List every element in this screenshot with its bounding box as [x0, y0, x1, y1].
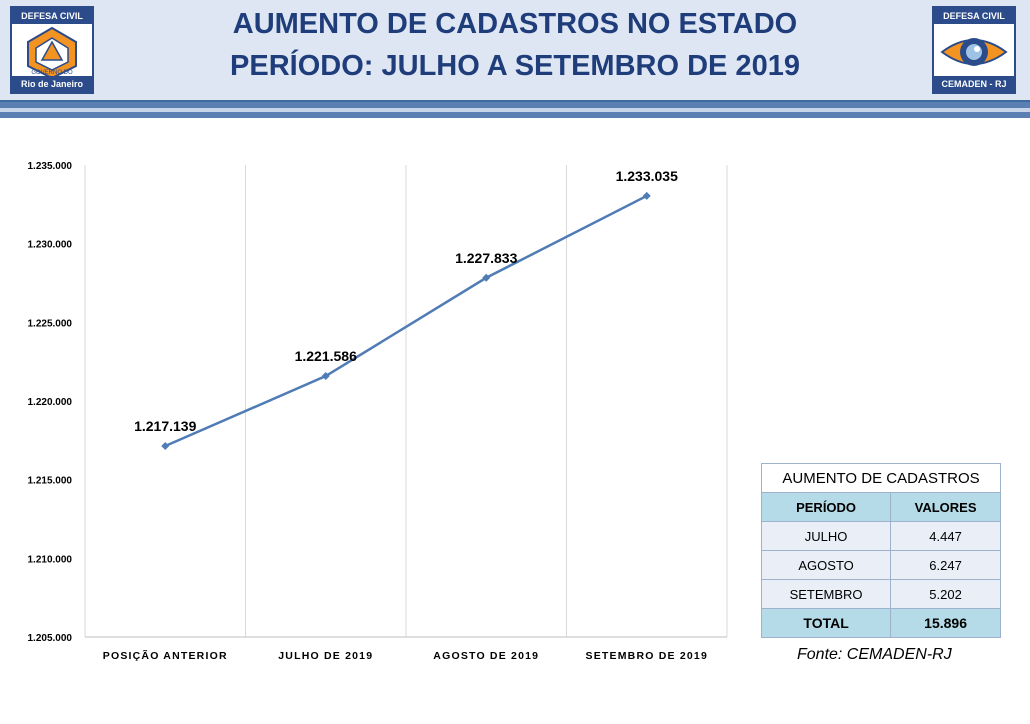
table-cell-periodo: JULHO: [760, 521, 892, 551]
table-cell-periodo: AGOSTO: [760, 550, 892, 580]
logo-left-bottom-text: Rio de Janeiro: [12, 76, 92, 92]
table-cell-periodo: SETEMBRO: [760, 579, 892, 609]
y-tick-label: 1.205.000: [28, 633, 73, 644]
table-row: SETEMBRO 5.202: [760, 579, 1001, 609]
x-tick-label: POSIÇÃO ANTERIOR: [103, 649, 228, 662]
table-total-row: TOTAL 15.896: [760, 608, 1001, 638]
table-row: AGOSTO 6.247: [760, 550, 1001, 580]
cadastros-table: AUMENTO DE CADASTROS PERÍODO VALORES JUL…: [760, 463, 1001, 638]
table-caption: AUMENTO DE CADASTROS: [761, 463, 1001, 493]
logo-left-top-text: DEFESA CIVIL: [12, 8, 92, 24]
source-note: Fonte: CEMADEN-RJ: [797, 646, 952, 663]
data-point-marker: [482, 273, 491, 282]
data-point-marker: [321, 372, 330, 381]
data-label: 1.217.139: [134, 418, 196, 434]
table-total-value: 15.896: [890, 608, 1001, 638]
x-tick-label: SETEMBRO DE 2019: [586, 650, 708, 662]
logo-right-top-text: DEFESA CIVIL: [934, 8, 1014, 24]
table-header-valores: VALORES: [890, 492, 1001, 522]
y-tick-label: 1.220.000: [28, 397, 73, 408]
x-tick-label: JULHO DE 2019: [278, 650, 373, 662]
defesa-civil-rj-logo: DEFESA CIVIL GOVERNO DO Rio de Janeiro: [10, 6, 94, 94]
y-tick-label: 1.225.000: [28, 318, 73, 329]
table-cell-valor: 4.447: [890, 521, 1001, 551]
y-tick-label: 1.210.000: [28, 554, 73, 565]
page-title-line-1: AUMENTO DE CADASTROS NO ESTADO: [232, 8, 798, 40]
data-label: 1.233.035: [616, 168, 678, 184]
y-tick-label: 1.235.000: [28, 161, 73, 172]
table-cell-valor: 6.247: [890, 550, 1001, 580]
series-line: [164, 194, 648, 448]
logo-right-bottom-text: CEMADEN - RJ: [934, 76, 1014, 92]
page-title-line-2: PERÍODO: JULHO A SETEMBRO DE 2019: [230, 50, 800, 82]
table-cell-valor: 5.202: [890, 579, 1001, 609]
cemaden-rj-logo: DEFESA CIVIL CEMADEN - RJ: [932, 6, 1016, 94]
logo-left-govt-text: GOVERNO DO: [31, 70, 73, 76]
header: [0, 0, 1030, 100]
data-label: 1.227.833: [455, 250, 517, 266]
data-point-marker: [161, 442, 170, 451]
table-row: JULHO 4.447: [760, 521, 1001, 551]
data-point-marker: [642, 191, 651, 200]
table-header-periodo: PERÍODO: [760, 492, 892, 522]
x-tick-label: AGOSTO DE 2019: [433, 650, 539, 662]
y-tick-label: 1.215.000: [28, 476, 73, 487]
data-label: 1.221.586: [295, 348, 357, 364]
y-tick-label: 1.230.000: [28, 240, 73, 251]
cemaden-eye-icon: [940, 38, 1008, 66]
line-chart: 1.205.000 1.210.000 1.215.000 1.220.000 1.22…: [28, 161, 728, 662]
table-total-label: TOTAL: [760, 608, 892, 638]
header-bar: [0, 100, 1030, 118]
